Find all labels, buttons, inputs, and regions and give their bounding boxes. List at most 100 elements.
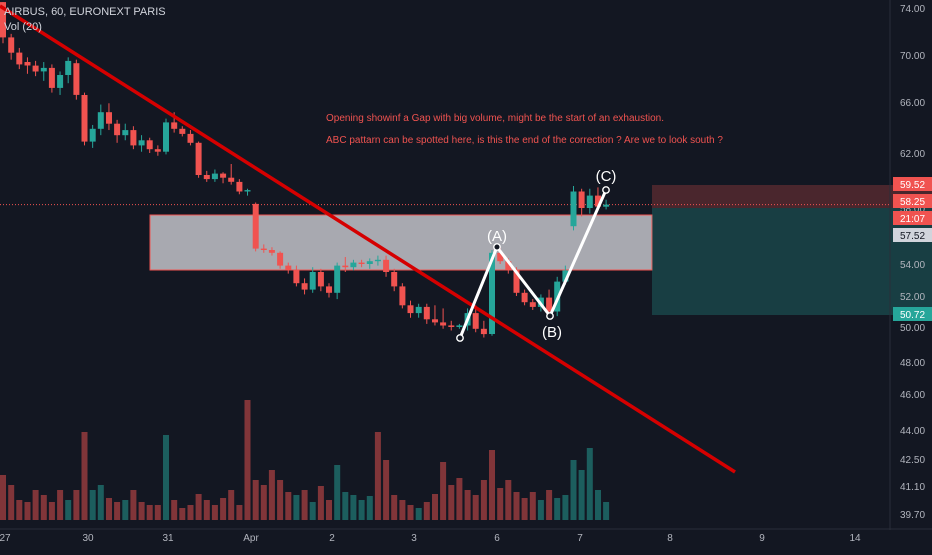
volume-bar	[244, 400, 251, 520]
volume-bar	[293, 495, 300, 520]
candle-body	[277, 252, 284, 266]
volume-bar	[334, 465, 341, 520]
volume-bar	[326, 500, 332, 520]
volume-bar	[73, 490, 80, 520]
volume-bar	[195, 494, 202, 520]
candle-body	[391, 272, 398, 287]
candle-body	[0, 2, 6, 38]
volume-bar	[570, 460, 577, 520]
volume-bar	[146, 505, 153, 520]
candle-body	[106, 112, 112, 124]
volume-bar	[130, 490, 137, 520]
candle-body	[399, 286, 406, 306]
candle-body	[603, 204, 610, 207]
candle-body	[562, 270, 569, 282]
volume-bar	[497, 488, 504, 520]
volume-bar	[546, 490, 553, 520]
volume-bar	[48, 502, 55, 520]
price-badge	[893, 307, 932, 321]
volume-bar	[163, 435, 169, 520]
volume-bar	[179, 508, 186, 520]
volume-bar	[537, 500, 544, 520]
volume-bar	[578, 470, 585, 520]
volume-bar	[383, 460, 390, 520]
candle-body	[309, 272, 316, 290]
volume-bar	[211, 505, 218, 520]
candle-body	[334, 265, 341, 293]
wave-label: (B)	[542, 324, 562, 341]
candle-body	[130, 130, 137, 146]
wave-label: (A)	[487, 228, 507, 245]
volume-bar	[399, 500, 406, 520]
volume-bar	[81, 432, 88, 520]
volume-bar	[260, 485, 267, 520]
candle-body	[146, 140, 153, 150]
volume-bar	[374, 432, 381, 520]
price-tick-label: 42.50	[900, 455, 925, 466]
price-badge-label: 50.72	[900, 310, 925, 321]
candle-body	[97, 112, 104, 129]
candle-body	[456, 325, 463, 327]
annotation-text: Opening showinf a Gap with big volume, m…	[326, 113, 664, 124]
price-badge-label: 21:07	[900, 214, 925, 225]
volume-indicator-label: Vol (20)	[4, 21, 42, 33]
volume-bar	[603, 502, 610, 520]
volume-bar	[448, 485, 455, 520]
candle-body	[65, 60, 72, 75]
candle-body	[252, 203, 259, 249]
candle-body	[301, 283, 308, 290]
volume-bar	[0, 475, 6, 520]
time-tick-label: 6	[494, 533, 500, 544]
price-tick-label: 41.10	[900, 482, 925, 493]
price-tick-label: 58.00	[900, 204, 925, 215]
price-badge-label: 57.52	[900, 231, 925, 242]
time-tick-label: 3	[411, 533, 417, 544]
price-tick-label: 39.70	[900, 510, 925, 521]
candle-body	[513, 270, 520, 293]
volume-bar	[595, 490, 601, 520]
volume-bar	[236, 505, 243, 520]
candle-body	[586, 195, 593, 208]
candle-body	[8, 37, 15, 53]
candle-body	[171, 122, 178, 129]
candle-body	[480, 328, 487, 335]
time-tick-label: Apr	[243, 533, 259, 544]
price-badge	[893, 194, 932, 208]
candle-body	[570, 191, 577, 227]
volume-bar	[489, 450, 495, 520]
volume-bar	[138, 502, 145, 520]
candle-body	[187, 133, 194, 143]
candle-body	[73, 63, 80, 95]
volume-bar	[309, 502, 316, 520]
wave-point	[602, 186, 610, 194]
volume-bar	[154, 505, 161, 520]
candle-body	[472, 313, 479, 329]
volume-bar	[529, 492, 536, 520]
candle-body	[81, 95, 88, 142]
volume-bar	[32, 490, 39, 520]
price-tick-label: 48.00	[900, 358, 925, 369]
volume-bar	[342, 492, 349, 520]
candle-body	[546, 297, 553, 312]
time-tick-label: 8	[667, 533, 673, 544]
volume-bar	[203, 500, 210, 520]
candle-body	[228, 177, 235, 182]
volume-bar	[171, 500, 178, 520]
candle-body	[595, 195, 601, 207]
volume-bar	[277, 480, 284, 520]
price-badge-label: 59.52	[900, 180, 925, 191]
candle-body	[407, 305, 414, 314]
candle-body	[57, 75, 64, 88]
candle-body	[317, 272, 324, 287]
time-tick-label: 30	[82, 533, 94, 544]
candle-body	[48, 67, 55, 88]
candle-body	[505, 261, 512, 271]
candle-body	[122, 130, 129, 136]
candle-body	[40, 67, 47, 72]
volume-bar	[432, 494, 438, 520]
candle-body	[220, 173, 227, 178]
candle-body	[350, 262, 357, 268]
legend: AIRBUS, 60, EURONEXT PARIS Vol (20)	[4, 5, 166, 35]
